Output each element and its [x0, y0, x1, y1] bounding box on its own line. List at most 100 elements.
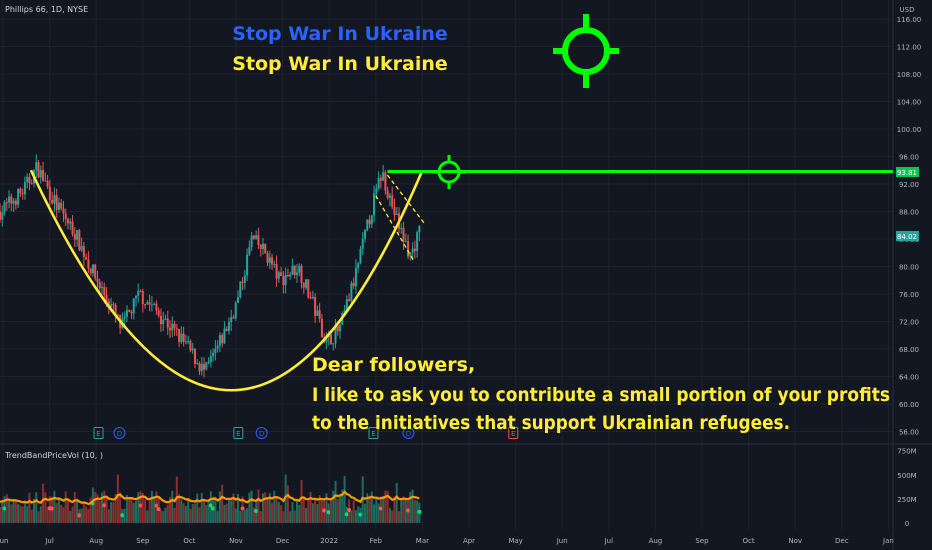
earnings-e-icon[interactable]: E — [368, 427, 379, 439]
candle-body — [336, 325, 339, 332]
candle-body — [400, 227, 403, 229]
volume-bar — [35, 492, 38, 523]
dividend-d-icon[interactable]: D — [113, 427, 126, 439]
volume-bar — [375, 496, 378, 523]
volume-bar — [311, 503, 314, 523]
candle-body — [53, 195, 56, 204]
dividend-d-icon[interactable]: D — [402, 427, 415, 439]
volume-bar — [289, 511, 292, 523]
candle-body — [191, 348, 194, 351]
volume-bar — [352, 500, 355, 523]
time-axis: Jun Jul Aug Sep Oct Nov Dec 2022 Feb Mar Apr May Jun… — [0, 537, 894, 545]
volume-bar — [5, 494, 8, 523]
candle-body — [277, 272, 280, 279]
volume-bar — [153, 495, 156, 523]
candle-body — [71, 221, 74, 235]
candle-body — [402, 227, 405, 242]
candle-body — [28, 176, 31, 184]
volume-bar — [73, 491, 76, 523]
dividend-d-icon[interactable]: D — [255, 427, 268, 439]
volume-bar — [101, 492, 104, 523]
candle-body — [318, 310, 321, 319]
svg-text:E: E — [511, 430, 515, 438]
candle-body — [280, 272, 283, 276]
candle-body — [257, 235, 260, 245]
candle-body — [237, 297, 240, 303]
svg-text:E: E — [371, 430, 375, 438]
time-tick-label: Mar — [416, 537, 429, 545]
candle-body — [286, 275, 289, 277]
candle-body — [255, 235, 258, 239]
cup-curve[interactable] — [29, 169, 424, 392]
volume-bar — [293, 510, 296, 523]
volume-bar — [268, 493, 271, 523]
channel-line[interactable] — [375, 195, 414, 260]
earnings-e-icon[interactable]: E — [508, 427, 519, 439]
candle-body — [112, 304, 115, 306]
candle-body — [361, 238, 364, 250]
volume-bar — [30, 509, 33, 523]
candle-body — [293, 265, 296, 276]
volume-signal-dot — [156, 507, 161, 512]
candle-body — [178, 329, 181, 342]
volume-bar — [248, 492, 251, 523]
candle-body — [261, 243, 264, 249]
candle-body — [214, 348, 217, 353]
price-tick-label: 88.00 — [899, 209, 919, 217]
candle-body — [234, 302, 237, 319]
candle-body — [409, 252, 412, 257]
volume-bar — [57, 498, 60, 523]
candle-body — [19, 188, 22, 194]
candle-body — [3, 202, 6, 213]
time-tick-label: Dec — [835, 537, 849, 545]
volume-bar — [250, 490, 253, 523]
candle-body — [162, 319, 165, 325]
time-tick-label: Jul — [604, 537, 614, 545]
candle-body — [357, 263, 360, 268]
candle-body — [216, 345, 219, 349]
symbol-title[interactable]: Phillips 66, 1D, NYSE — [5, 5, 88, 14]
volume-signal-dot — [120, 513, 125, 518]
volume-bar — [21, 506, 24, 523]
candle-body — [82, 245, 85, 257]
candle-body — [266, 252, 269, 263]
volume-bar — [180, 499, 183, 523]
volume-bar — [221, 484, 224, 523]
volume-bar — [62, 507, 65, 523]
falling-channel[interactable] — [375, 174, 426, 260]
price-tick-label: 64.00 — [899, 374, 919, 382]
volume-tick-label: 250M — [897, 496, 916, 504]
candle-body — [73, 234, 76, 240]
candle-body — [379, 177, 382, 181]
volume-bar — [128, 498, 131, 523]
candle-body — [268, 257, 271, 263]
candle-body — [203, 364, 206, 370]
volume-bar — [316, 504, 319, 523]
candle-body — [87, 259, 90, 269]
volume-bar — [76, 498, 79, 523]
price-tick-label: 68.00 — [899, 346, 919, 354]
candle-body — [130, 311, 133, 314]
earnings-e-icon[interactable]: E — [93, 427, 104, 439]
candle-body — [366, 219, 369, 231]
candle-body — [98, 282, 101, 288]
volume-bar — [96, 494, 99, 523]
earnings-e-icon[interactable]: E — [233, 427, 244, 439]
channel-line[interactable] — [386, 174, 426, 225]
volume-bar — [107, 509, 110, 523]
message-line-3: to the initiatives that support Ukrainia… — [312, 412, 790, 434]
candle-body — [368, 219, 371, 225]
volume-signal-dot — [208, 503, 213, 508]
indicator-label[interactable]: TrendBandPriceVol (10, ) — [4, 451, 103, 460]
volume-bar — [277, 502, 280, 523]
candle-body — [91, 264, 94, 274]
candle-body — [193, 348, 196, 364]
volume-bar — [354, 510, 357, 523]
volume-bar — [37, 511, 40, 523]
candle-body — [332, 343, 335, 345]
candle-body — [271, 257, 274, 265]
volume-bar — [309, 491, 312, 523]
volume-bar — [189, 508, 192, 523]
